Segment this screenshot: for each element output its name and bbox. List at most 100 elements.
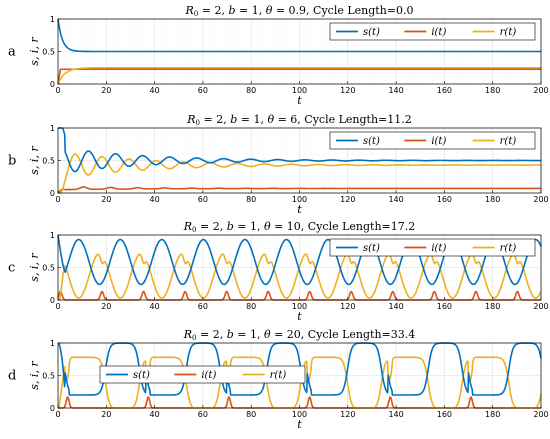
- panel-letter: a: [8, 45, 16, 60]
- title-symbol: θ: [266, 4, 273, 17]
- panel-letter: d: [8, 369, 16, 384]
- title-subscript: 0: [194, 10, 198, 18]
- y-axis-label: s, i, r: [28, 253, 41, 282]
- x-tick-label: 20: [101, 86, 111, 95]
- x-tick-label: 140: [388, 410, 403, 419]
- title-text: = 1,: [237, 113, 267, 126]
- legend-label: i(t): [201, 370, 216, 381]
- title-symbol: b: [228, 4, 235, 17]
- x-tick-label: 20: [101, 410, 111, 419]
- title-text: = 2,: [197, 328, 227, 341]
- y-tick-label: 0: [50, 80, 55, 89]
- x-tick-label: 100: [292, 410, 307, 419]
- x-tick-label: 180: [485, 302, 500, 311]
- legend-label: s(t): [363, 27, 380, 38]
- x-tick-label: 200: [533, 86, 548, 95]
- title-text: = 1,: [234, 328, 264, 341]
- x-tick-label: 100: [292, 86, 307, 95]
- title-symbol: θ: [264, 220, 271, 233]
- y-tick-label: 1: [50, 15, 55, 24]
- y-tick-label: 1: [50, 231, 55, 240]
- legend-label: s(t): [363, 136, 380, 147]
- y-tick-label: 1: [50, 339, 55, 348]
- legend-label: i(t): [431, 136, 446, 147]
- title-symbol: b: [230, 113, 237, 126]
- panel-letter: b: [8, 154, 16, 169]
- x-tick-label: 60: [198, 195, 208, 204]
- title-text: = 1,: [234, 220, 264, 233]
- x-tick-label: 120: [340, 86, 355, 95]
- y-tick-label: 0.5: [42, 157, 55, 166]
- panel-a: 0 20 40 60 80 100 120 140 160 180 200 0 0.5 1 t s, i, r…: [8, 4, 549, 107]
- legend: s(t) i(t) r(t): [329, 131, 536, 150]
- legend-label: i(t): [431, 27, 446, 38]
- legend-box: [329, 22, 536, 41]
- series-line-it: [57, 186, 542, 194]
- y-tick-label: 0: [50, 296, 55, 305]
- series-line-rt: [57, 66, 542, 85]
- panel-title: R0 = 2, b = 1, θ = 10, Cycle Length=17.2: [183, 220, 416, 234]
- title-text: = 0.9, Cycle Length=0.0: [272, 4, 413, 17]
- x-tick-label: 200: [533, 195, 548, 204]
- title-subscript: 0: [192, 334, 196, 342]
- y-axis-label: s, i, r: [28, 146, 41, 175]
- x-tick-label: 60: [198, 410, 208, 419]
- x-tick-label: 140: [388, 195, 403, 204]
- title-symbol: R: [186, 113, 195, 126]
- title-symbol: θ: [264, 328, 271, 341]
- panel-title: R0 = 2, b = 1, θ = 20, Cycle Length=33.4: [183, 328, 416, 342]
- x-tick-label: 100: [292, 302, 307, 311]
- y-tick-label: 0: [50, 189, 55, 198]
- legend-label: r(t): [270, 370, 287, 381]
- legend-label: s(t): [363, 243, 380, 254]
- x-tick-label: 200: [533, 302, 548, 311]
- panel-b: 0 20 40 60 80 100 120 140 160 180 200 0 0.5 1 t s, i, r…: [8, 113, 549, 216]
- title-text: = 6, Cycle Length=11.2: [274, 113, 412, 126]
- title-text: = 2,: [200, 113, 230, 126]
- legend-label: i(t): [431, 243, 446, 254]
- title-symbol: R: [183, 220, 192, 233]
- x-tick-label: 160: [437, 302, 452, 311]
- y-tick-label: 1: [50, 124, 55, 133]
- panel-letter: c: [8, 261, 15, 276]
- x-axis-label: t: [297, 418, 302, 431]
- x-tick-label: 40: [150, 302, 160, 311]
- panel-c: 0 20 40 60 80 100 120 140 160 180 200 0 0.5 1 t s, i, r…: [8, 220, 549, 323]
- legend: s(t) i(t) r(t): [329, 22, 536, 41]
- title-symbol: θ: [267, 113, 274, 126]
- title-subscript: 0: [196, 119, 200, 127]
- x-tick-label: 120: [340, 410, 355, 419]
- panel-d: 0 20 40 60 80 100 120 140 160 180 200 0 0.5 1 t s, i, r…: [8, 328, 549, 431]
- title-text: = 20, Cycle Length=33.4: [271, 328, 416, 341]
- legend: s(t) i(t) r(t): [99, 365, 306, 384]
- x-tick-label: 200: [533, 410, 548, 419]
- y-axis-label: s, i, r: [28, 361, 41, 390]
- title-text: = 10, Cycle Length=17.2: [271, 220, 416, 233]
- x-tick-label: 100: [292, 195, 307, 204]
- legend-box: [99, 365, 306, 384]
- x-axis-label: t: [297, 203, 302, 216]
- legend-label: r(t): [500, 27, 517, 38]
- x-tick-label: 0: [55, 86, 60, 95]
- series-line-it: [57, 68, 542, 85]
- x-tick-label: 40: [150, 410, 160, 419]
- x-tick-label: 40: [150, 86, 160, 95]
- title-text: = 2,: [198, 4, 228, 17]
- x-tick-label: 180: [485, 86, 500, 95]
- title-symbol: R: [183, 328, 192, 341]
- x-tick-label: 160: [437, 410, 452, 419]
- y-tick-label: 0.5: [42, 372, 55, 381]
- x-axis-label: t: [297, 310, 302, 323]
- title-symbol: b: [227, 220, 234, 233]
- series-line-st: [57, 18, 542, 53]
- x-tick-label: 40: [150, 195, 160, 204]
- x-tick-label: 140: [388, 302, 403, 311]
- x-tick-label: 180: [485, 410, 500, 419]
- panel-title: R0 = 2, b = 1, θ = 0.9, Cycle Length=0.0: [184, 4, 413, 18]
- panel-title: R0 = 2, b = 1, θ = 6, Cycle Length=11.2: [186, 113, 412, 127]
- x-axis-label: t: [297, 94, 302, 107]
- y-tick-label: 0: [50, 404, 55, 413]
- x-tick-label: 20: [101, 195, 111, 204]
- series-line-st: [57, 127, 542, 173]
- legend-label: r(t): [500, 136, 517, 147]
